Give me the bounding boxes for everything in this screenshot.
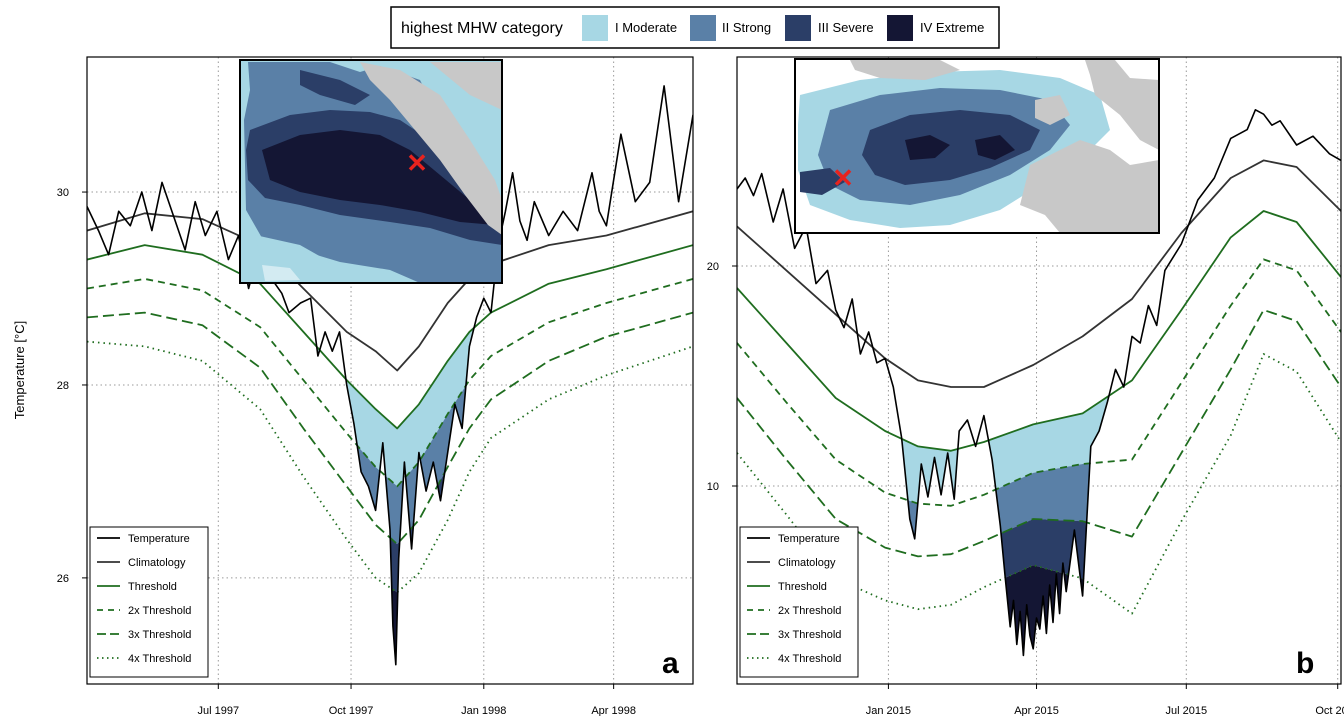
panel-a-ytick-label: 26	[57, 573, 69, 585]
panel-b-climatology-line	[737, 159, 1341, 388]
panel-b-frame	[736, 56, 1342, 685]
panel-b-mhw-category-1-area	[902, 439, 958, 504]
panel-a: Jul 1997 Oct 1997 Jan 1998 Apr 1998 26 28 30 ✕…	[57, 56, 694, 716]
panel-b-label: b	[1296, 647, 1314, 680]
legend-swatch-moderate	[582, 15, 608, 41]
panel-a-ytick-label: 28	[57, 380, 69, 392]
panel-b-xtick-label: Jan 2015	[866, 705, 911, 716]
y-axis-label: Temperature [°C]	[12, 321, 27, 419]
panel-a-mhw-fill	[246, 276, 474, 665]
legend-b-2x-threshold: 2x Threshold	[778, 605, 841, 617]
panel-a-2x-threshold-line	[87, 278, 693, 488]
legend-a-3x-threshold: 3x Threshold	[128, 629, 191, 641]
inset-a-site-marker: ✕	[406, 148, 428, 178]
category-legend-title: highest MHW category	[401, 20, 563, 37]
panel-a-inset-map: ✕	[239, 59, 503, 284]
panel-a-lines	[87, 85, 693, 666]
legend-swatch-extreme	[887, 15, 913, 41]
panel-a-temperature-line	[87, 85, 693, 666]
panel-a-threshold-line	[87, 244, 693, 430]
legend-a-threshold: Threshold	[128, 581, 177, 593]
panel-b-inset-map: ✕	[794, 58, 1160, 234]
inset-b-site-marker: ✕	[832, 163, 854, 193]
panel-b-xtick-label: Apr 2015	[1014, 705, 1059, 716]
legend-label-severe: III Severe	[818, 20, 874, 35]
panel-b-mhw-category-2-area	[996, 463, 1090, 534]
panel-b-3x-threshold-line	[737, 309, 1341, 558]
panel-a-ytick-label: 30	[57, 187, 69, 199]
panel-b-ytick-label: 10	[707, 481, 719, 493]
panel-b-lines	[737, 109, 1341, 657]
panel-b-mhw-category-3-area	[1001, 519, 1086, 579]
panel-a-ticks: Jul 1997 Oct 1997 Jan 1998 Apr 1998 26 28 30	[57, 187, 636, 716]
category-legend: highest MHW category I Moderate II Stron…	[390, 6, 1000, 49]
panel-a-xtick-label: Jan 1998	[461, 705, 506, 716]
panel-a-mhw-category-3-area	[390, 538, 400, 593]
panel-a-label: a	[662, 647, 679, 680]
panel-a-frame	[86, 56, 694, 685]
legend-label-moderate: I Moderate	[615, 20, 677, 35]
panel-b-xtick-label: Jul 2015	[1166, 705, 1208, 716]
panel-a-xtick-label: Apr 1998	[591, 705, 636, 716]
legend-a-4x-threshold: 4x Threshold	[128, 653, 191, 665]
legend-a-climatology: Climatology	[128, 557, 186, 569]
legend-a-2x-threshold: 2x Threshold	[128, 605, 191, 617]
legend-a-temperature: Temperature	[128, 533, 190, 545]
panel-b-mhw-category-4-area	[1005, 565, 1062, 656]
panel-b-temperature-line	[737, 109, 1341, 657]
panel-b-ticks: Jan 2015 Apr 2015 Jul 2015 Oct 2015 10 20	[707, 261, 1344, 716]
legend-label-strong: II Strong	[722, 20, 771, 35]
legend-label-extreme: IV Extreme	[920, 20, 984, 35]
panel-b-xtick-label: Oct 2015	[1315, 705, 1344, 716]
legend-swatch-strong	[690, 15, 716, 41]
panel-b-mhw-fill	[902, 396, 1109, 656]
panel-b-line-legend: Temperature Climatology Threshold 2x Thr…	[739, 526, 859, 678]
legend-b-threshold: Threshold	[778, 581, 827, 593]
panel-b-ytick-label: 20	[707, 261, 719, 273]
panel-a-3x-threshold-line	[87, 311, 693, 545]
legend-swatch-severe	[785, 15, 811, 41]
panel-b-threshold-line	[737, 210, 1341, 452]
legend-b-climatology: Climatology	[778, 557, 836, 569]
panel-a-xtick-label: Jul 1997	[198, 705, 240, 716]
legend-b-3x-threshold: 3x Threshold	[778, 629, 841, 641]
panel-a-mhw-category-2-area	[420, 385, 466, 492]
panel-a-xtick-label: Oct 1997	[329, 705, 374, 716]
panel-b-2x-threshold-line	[737, 258, 1341, 507]
panel-a-line-legend: Temperature Climatology Threshold 2x Thr…	[89, 526, 209, 678]
panel-a-mhw-category-1-area	[346, 328, 474, 487]
panel-a-mhw-category-2-area	[357, 445, 380, 511]
panel-b: Jan 2015 Apr 2015 Jul 2015 Oct 2015 10 20 ✕ T…	[707, 56, 1344, 716]
legend-b-temperature: Temperature	[778, 533, 840, 545]
panel-b-mhw-category-1-area	[988, 396, 1109, 490]
legend-b-4x-threshold: 4x Threshold	[778, 653, 841, 665]
